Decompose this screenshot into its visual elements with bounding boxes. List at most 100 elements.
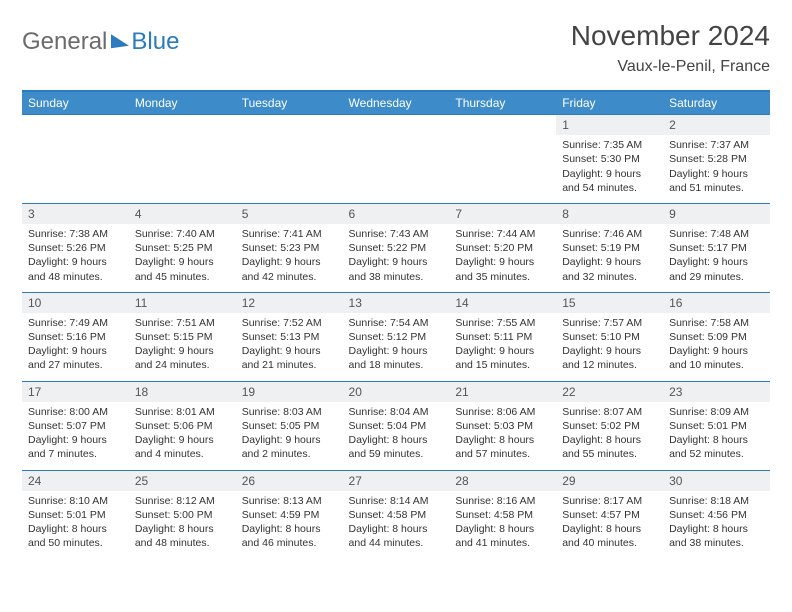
daylight-text: Daylight: 9 hours and 54 minutes.	[562, 167, 657, 195]
day-header-row: Sunday Monday Tuesday Wednesday Thursday…	[22, 91, 770, 115]
day-number: 5	[236, 204, 343, 224]
sunset-text: Sunset: 5:00 PM	[135, 508, 230, 522]
day-body: Sunrise: 8:01 AMSunset: 5:06 PMDaylight:…	[129, 402, 236, 470]
sunset-text: Sunset: 5:04 PM	[349, 419, 444, 433]
sunset-text: Sunset: 5:07 PM	[28, 419, 123, 433]
day-body: Sunrise: 7:46 AMSunset: 5:19 PMDaylight:…	[556, 224, 663, 292]
daylight-text: Daylight: 8 hours and 55 minutes.	[562, 433, 657, 461]
daylight-text: Daylight: 8 hours and 52 minutes.	[669, 433, 764, 461]
sunset-text: Sunset: 5:11 PM	[455, 330, 550, 344]
sunset-text: Sunset: 4:58 PM	[455, 508, 550, 522]
sunrise-text: Sunrise: 7:51 AM	[135, 316, 230, 330]
daylight-text: Daylight: 9 hours and 7 minutes.	[28, 433, 123, 461]
day-header: Sunday	[22, 91, 129, 115]
day-body: Sunrise: 8:10 AMSunset: 5:01 PMDaylight:…	[22, 491, 129, 559]
daylight-text: Daylight: 8 hours and 57 minutes.	[455, 433, 550, 461]
day-number: 16	[663, 293, 770, 313]
day-number: 26	[236, 471, 343, 491]
sunrise-text: Sunrise: 8:12 AM	[135, 494, 230, 508]
sunrise-text: Sunrise: 8:01 AM	[135, 405, 230, 419]
sunrise-text: Sunrise: 7:40 AM	[135, 227, 230, 241]
day-number: 25	[129, 471, 236, 491]
daylight-text: Daylight: 9 hours and 2 minutes.	[242, 433, 337, 461]
day-number: 27	[343, 471, 450, 491]
logo: General Blue	[22, 20, 179, 56]
sunrise-text: Sunrise: 7:57 AM	[562, 316, 657, 330]
day-cell: 26Sunrise: 8:13 AMSunset: 4:59 PMDayligh…	[236, 470, 343, 558]
sunset-text: Sunset: 5:16 PM	[28, 330, 123, 344]
day-cell: 29Sunrise: 8:17 AMSunset: 4:57 PMDayligh…	[556, 470, 663, 558]
day-number: 24	[22, 471, 129, 491]
day-body: Sunrise: 8:03 AMSunset: 5:05 PMDaylight:…	[236, 402, 343, 470]
day-body: Sunrise: 7:41 AMSunset: 5:23 PMDaylight:…	[236, 224, 343, 292]
sunrise-text: Sunrise: 8:04 AM	[349, 405, 444, 419]
day-cell: 12Sunrise: 7:52 AMSunset: 5:13 PMDayligh…	[236, 292, 343, 381]
day-body: Sunrise: 7:52 AMSunset: 5:13 PMDaylight:…	[236, 313, 343, 381]
day-header: Tuesday	[236, 91, 343, 115]
day-number: 14	[449, 293, 556, 313]
day-cell	[449, 115, 556, 204]
daylight-text: Daylight: 9 hours and 48 minutes.	[28, 255, 123, 283]
day-cell: 24Sunrise: 8:10 AMSunset: 5:01 PMDayligh…	[22, 470, 129, 558]
day-cell: 13Sunrise: 7:54 AMSunset: 5:12 PMDayligh…	[343, 292, 450, 381]
day-body: Sunrise: 8:17 AMSunset: 4:57 PMDaylight:…	[556, 491, 663, 559]
daylight-text: Daylight: 9 hours and 42 minutes.	[242, 255, 337, 283]
week-row: 10Sunrise: 7:49 AMSunset: 5:16 PMDayligh…	[22, 292, 770, 381]
day-cell: 8Sunrise: 7:46 AMSunset: 5:19 PMDaylight…	[556, 203, 663, 292]
week-row: 1Sunrise: 7:35 AMSunset: 5:30 PMDaylight…	[22, 115, 770, 204]
sunset-text: Sunset: 5:01 PM	[28, 508, 123, 522]
day-body	[236, 119, 343, 185]
day-cell: 16Sunrise: 7:58 AMSunset: 5:09 PMDayligh…	[663, 292, 770, 381]
daylight-text: Daylight: 9 hours and 29 minutes.	[669, 255, 764, 283]
day-body: Sunrise: 8:04 AMSunset: 5:04 PMDaylight:…	[343, 402, 450, 470]
day-body: Sunrise: 8:13 AMSunset: 4:59 PMDaylight:…	[236, 491, 343, 559]
day-number: 21	[449, 382, 556, 402]
day-body	[343, 119, 450, 185]
day-cell: 22Sunrise: 8:07 AMSunset: 5:02 PMDayligh…	[556, 381, 663, 470]
sunrise-text: Sunrise: 7:49 AM	[28, 316, 123, 330]
day-number: 2	[663, 115, 770, 135]
logo-triangle-icon	[111, 32, 129, 49]
day-number: 29	[556, 471, 663, 491]
day-cell: 27Sunrise: 8:14 AMSunset: 4:58 PMDayligh…	[343, 470, 450, 558]
daylight-text: Daylight: 8 hours and 46 minutes.	[242, 522, 337, 550]
sunrise-text: Sunrise: 8:18 AM	[669, 494, 764, 508]
sunset-text: Sunset: 5:05 PM	[242, 419, 337, 433]
sunset-text: Sunset: 5:10 PM	[562, 330, 657, 344]
sunset-text: Sunset: 5:03 PM	[455, 419, 550, 433]
day-body: Sunrise: 7:44 AMSunset: 5:20 PMDaylight:…	[449, 224, 556, 292]
sunrise-text: Sunrise: 8:17 AM	[562, 494, 657, 508]
day-body: Sunrise: 7:43 AMSunset: 5:22 PMDaylight:…	[343, 224, 450, 292]
day-number: 12	[236, 293, 343, 313]
day-cell: 17Sunrise: 8:00 AMSunset: 5:07 PMDayligh…	[22, 381, 129, 470]
daylight-text: Daylight: 9 hours and 12 minutes.	[562, 344, 657, 372]
day-body	[129, 119, 236, 185]
sunset-text: Sunset: 5:30 PM	[562, 152, 657, 166]
day-body: Sunrise: 8:16 AMSunset: 4:58 PMDaylight:…	[449, 491, 556, 559]
day-number: 13	[343, 293, 450, 313]
day-body: Sunrise: 7:54 AMSunset: 5:12 PMDaylight:…	[343, 313, 450, 381]
sunrise-text: Sunrise: 8:16 AM	[455, 494, 550, 508]
day-cell: 9Sunrise: 7:48 AMSunset: 5:17 PMDaylight…	[663, 203, 770, 292]
daylight-text: Daylight: 9 hours and 32 minutes.	[562, 255, 657, 283]
week-row: 24Sunrise: 8:10 AMSunset: 5:01 PMDayligh…	[22, 470, 770, 558]
day-number: 3	[22, 204, 129, 224]
day-body: Sunrise: 7:51 AMSunset: 5:15 PMDaylight:…	[129, 313, 236, 381]
day-number: 6	[343, 204, 450, 224]
day-cell: 10Sunrise: 7:49 AMSunset: 5:16 PMDayligh…	[22, 292, 129, 381]
week-row: 3Sunrise: 7:38 AMSunset: 5:26 PMDaylight…	[22, 203, 770, 292]
day-number: 19	[236, 382, 343, 402]
day-body: Sunrise: 7:48 AMSunset: 5:17 PMDaylight:…	[663, 224, 770, 292]
day-cell: 30Sunrise: 8:18 AMSunset: 4:56 PMDayligh…	[663, 470, 770, 558]
day-cell	[236, 115, 343, 204]
daylight-text: Daylight: 9 hours and 18 minutes.	[349, 344, 444, 372]
day-cell: 6Sunrise: 7:43 AMSunset: 5:22 PMDaylight…	[343, 203, 450, 292]
daylight-text: Daylight: 9 hours and 35 minutes.	[455, 255, 550, 283]
daylight-text: Daylight: 9 hours and 4 minutes.	[135, 433, 230, 461]
day-number: 8	[556, 204, 663, 224]
day-body	[449, 119, 556, 185]
daylight-text: Daylight: 9 hours and 24 minutes.	[135, 344, 230, 372]
sunrise-text: Sunrise: 7:38 AM	[28, 227, 123, 241]
daylight-text: Daylight: 8 hours and 48 minutes.	[135, 522, 230, 550]
daylight-text: Daylight: 9 hours and 38 minutes.	[349, 255, 444, 283]
